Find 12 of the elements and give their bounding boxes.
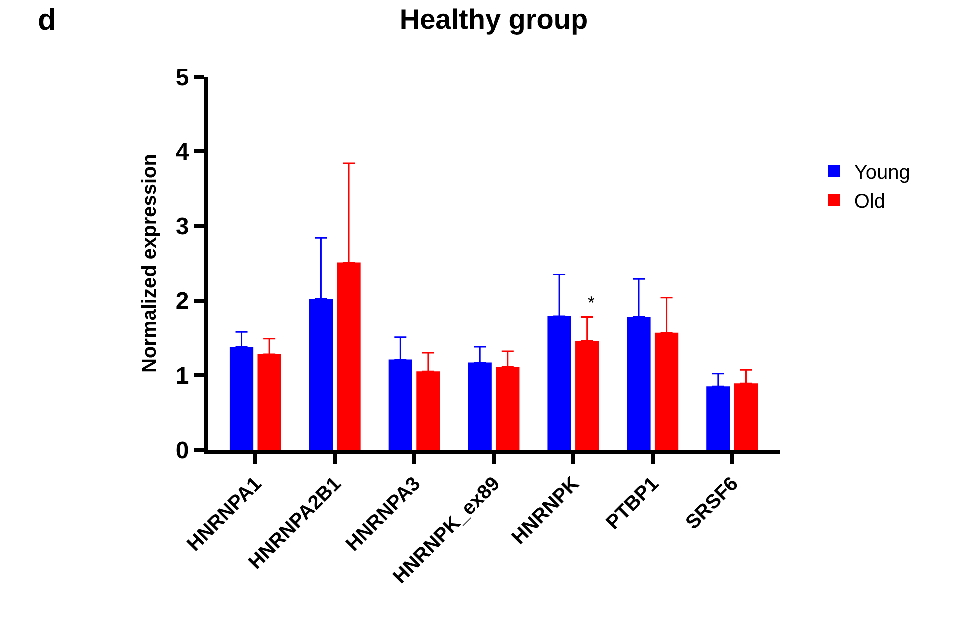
y-tick-label: 5 — [176, 64, 190, 92]
chart-title: Healthy group — [400, 4, 588, 35]
y-tick-label: 2 — [176, 288, 190, 316]
y-tick-label: 4 — [176, 139, 190, 166]
y-tick-label: 0 — [176, 437, 190, 464]
legend-label: Young — [854, 162, 910, 184]
y-axis-title: Normalized expression — [138, 154, 161, 373]
legend-label: Old — [854, 190, 886, 213]
annotation: * — [588, 293, 596, 313]
y-tick-label: 1 — [176, 362, 190, 390]
y-tick-label: 3 — [176, 214, 190, 241]
text: d — [38, 4, 56, 37]
